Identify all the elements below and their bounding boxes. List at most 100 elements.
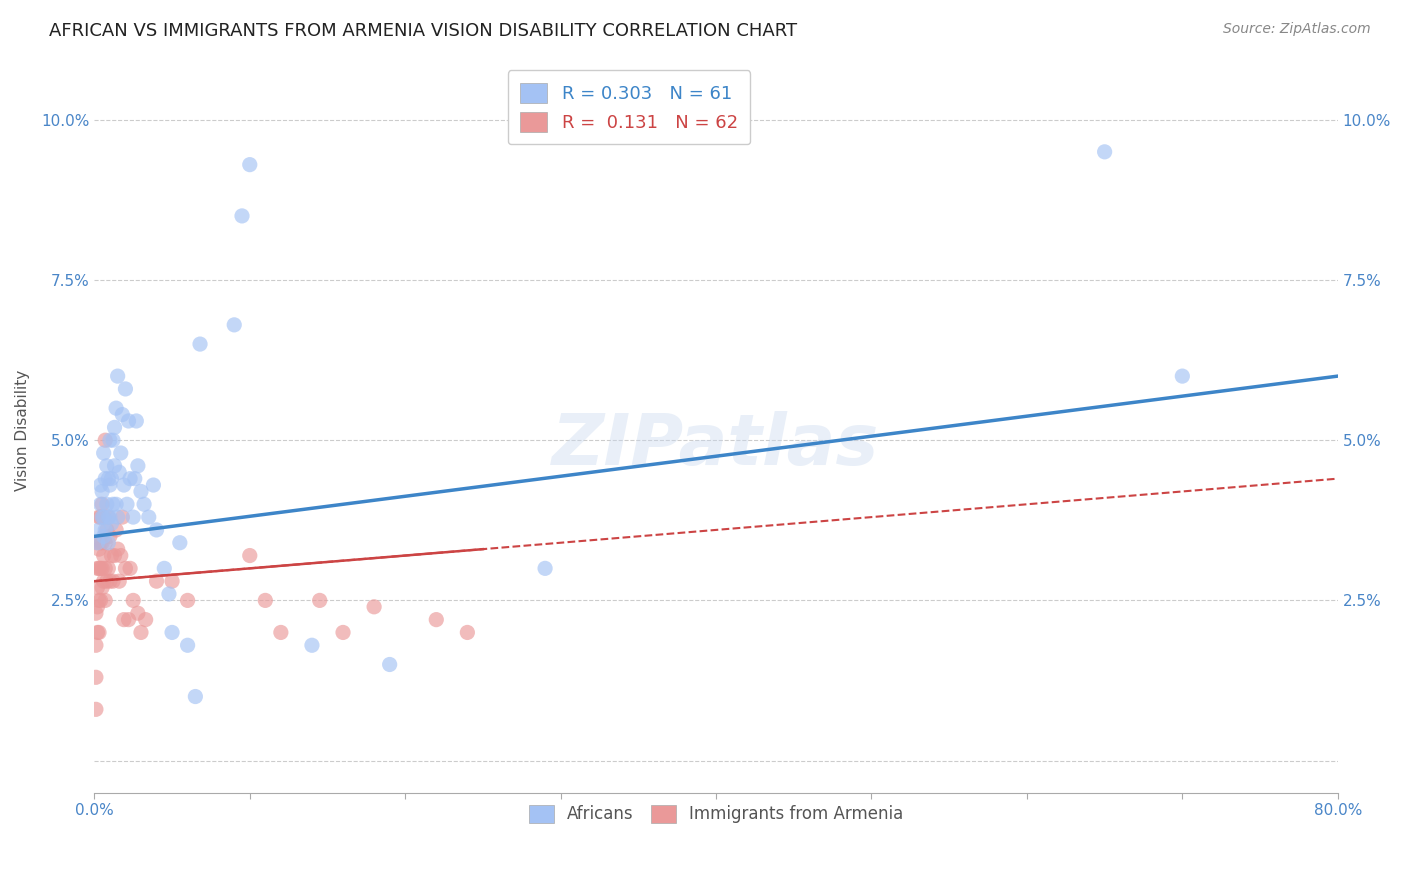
Point — [97, 535, 120, 549]
Point — [110, 446, 132, 460]
Point — [107, 542, 129, 557]
Point — [378, 657, 401, 672]
Point — [111, 408, 134, 422]
Point — [86, 535, 108, 549]
Point — [94, 433, 117, 447]
Point — [108, 465, 131, 479]
Point — [301, 638, 323, 652]
Point — [87, 523, 110, 537]
Point — [91, 581, 114, 595]
Point — [93, 529, 115, 543]
Point — [103, 549, 125, 563]
Point — [96, 574, 118, 589]
Point — [153, 561, 176, 575]
Point — [125, 414, 148, 428]
Point — [84, 702, 107, 716]
Point — [87, 510, 110, 524]
Point — [94, 472, 117, 486]
Point — [120, 561, 142, 575]
Point — [84, 606, 107, 620]
Point — [110, 549, 132, 563]
Point — [100, 516, 122, 531]
Point — [122, 510, 145, 524]
Point — [97, 510, 120, 524]
Point — [105, 401, 128, 416]
Point — [93, 574, 115, 589]
Point — [107, 510, 129, 524]
Point — [157, 587, 180, 601]
Point — [270, 625, 292, 640]
Point — [94, 593, 117, 607]
Text: ZIPatlas: ZIPatlas — [553, 410, 880, 480]
Point — [308, 593, 330, 607]
Point — [94, 561, 117, 575]
Text: AFRICAN VS IMMIGRANTS FROM ARMENIA VISION DISABILITY CORRELATION CHART: AFRICAN VS IMMIGRANTS FROM ARMENIA VISIO… — [49, 22, 797, 40]
Point — [129, 625, 152, 640]
Point — [97, 472, 120, 486]
Point — [103, 458, 125, 473]
Point — [98, 574, 121, 589]
Point — [91, 510, 114, 524]
Point — [97, 510, 120, 524]
Point — [91, 497, 114, 511]
Point — [112, 478, 135, 492]
Point — [91, 561, 114, 575]
Point — [101, 433, 124, 447]
Point — [425, 613, 447, 627]
Point — [160, 625, 183, 640]
Point — [120, 472, 142, 486]
Point — [111, 510, 134, 524]
Point — [122, 593, 145, 607]
Legend: Africans, Immigrants from Armenia: Africans, Immigrants from Armenia — [517, 793, 915, 835]
Point — [112, 613, 135, 627]
Point — [90, 535, 112, 549]
Point — [90, 593, 112, 607]
Point — [105, 497, 128, 511]
Point — [94, 523, 117, 537]
Point — [98, 510, 121, 524]
Point — [96, 458, 118, 473]
Y-axis label: Vision Disability: Vision Disability — [15, 370, 30, 491]
Point — [129, 484, 152, 499]
Point — [86, 625, 108, 640]
Point — [87, 561, 110, 575]
Point — [97, 561, 120, 575]
Point — [363, 599, 385, 614]
Point — [87, 542, 110, 557]
Point — [91, 535, 114, 549]
Text: Source: ZipAtlas.com: Source: ZipAtlas.com — [1223, 22, 1371, 37]
Point — [456, 625, 478, 640]
Point — [169, 535, 191, 549]
Point — [94, 535, 117, 549]
Point — [101, 497, 124, 511]
Point — [108, 574, 131, 589]
Point — [176, 638, 198, 652]
Point — [124, 472, 146, 486]
Point — [107, 369, 129, 384]
Point — [87, 593, 110, 607]
Point — [239, 158, 262, 172]
Point — [90, 478, 112, 492]
Point — [184, 690, 207, 704]
Point — [93, 510, 115, 524]
Point — [114, 561, 136, 575]
Point — [86, 535, 108, 549]
Point — [117, 414, 139, 428]
Point — [93, 446, 115, 460]
Point — [254, 593, 277, 607]
Point — [127, 458, 149, 473]
Point — [98, 478, 121, 492]
Point — [105, 523, 128, 537]
Point — [176, 593, 198, 607]
Point — [160, 574, 183, 589]
Point — [87, 625, 110, 640]
Point — [332, 625, 354, 640]
Point — [1094, 145, 1116, 159]
Point — [96, 497, 118, 511]
Point — [115, 497, 138, 511]
Point — [86, 561, 108, 575]
Point — [100, 472, 122, 486]
Point — [117, 613, 139, 627]
Point — [239, 549, 262, 563]
Point — [98, 529, 121, 543]
